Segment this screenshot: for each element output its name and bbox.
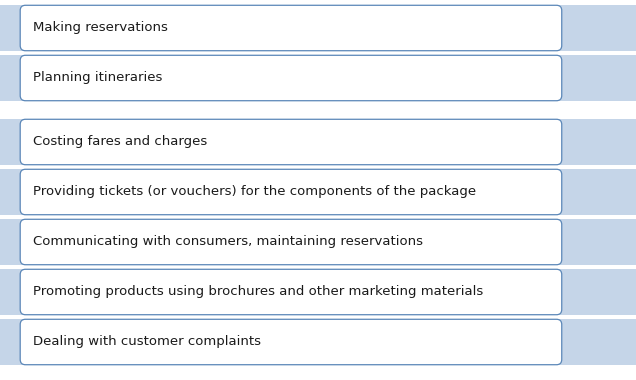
FancyBboxPatch shape xyxy=(20,119,562,165)
Text: Communicating with consumers, maintaining reservations: Communicating with consumers, maintainin… xyxy=(34,236,424,249)
FancyBboxPatch shape xyxy=(20,219,562,265)
Bar xyxy=(0,119,636,165)
FancyBboxPatch shape xyxy=(20,5,562,51)
Text: Making reservations: Making reservations xyxy=(34,22,169,35)
Text: Planning itineraries: Planning itineraries xyxy=(34,71,163,84)
Bar xyxy=(0,219,636,265)
FancyBboxPatch shape xyxy=(20,269,562,315)
Bar xyxy=(0,319,636,365)
Text: Dealing with customer complaints: Dealing with customer complaints xyxy=(34,336,261,348)
Text: Promoting products using brochures and other marketing materials: Promoting products using brochures and o… xyxy=(34,285,484,299)
Text: Costing fares and charges: Costing fares and charges xyxy=(34,136,208,149)
FancyBboxPatch shape xyxy=(20,319,562,365)
Text: Providing tickets (or vouchers) for the components of the package: Providing tickets (or vouchers) for the … xyxy=(34,185,476,198)
FancyBboxPatch shape xyxy=(20,169,562,215)
Bar xyxy=(0,55,636,101)
FancyBboxPatch shape xyxy=(20,55,562,101)
Bar xyxy=(0,269,636,315)
Bar xyxy=(0,169,636,215)
Bar xyxy=(0,5,636,51)
